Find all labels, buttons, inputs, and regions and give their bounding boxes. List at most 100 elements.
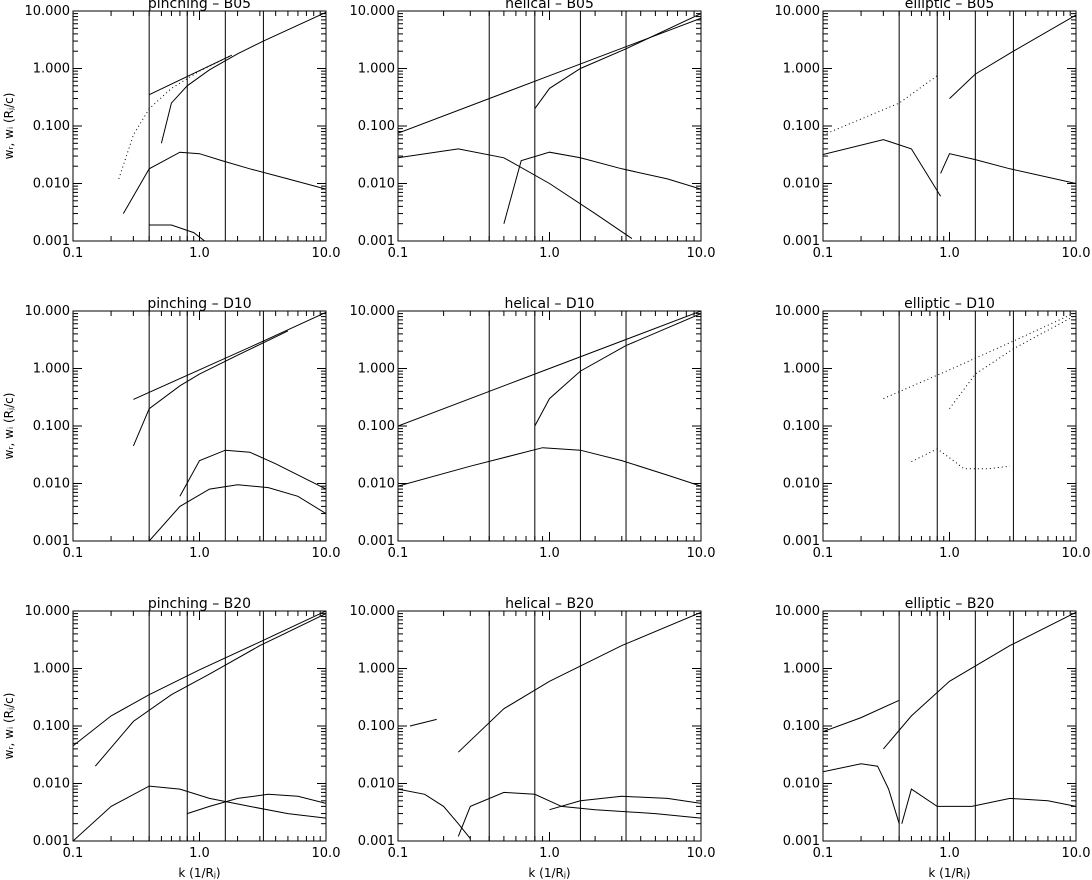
- y-axis-label: wᵣ, wᵢ (Rⱼ/c): [2, 393, 16, 460]
- y-tick-label: 0.010: [33, 777, 70, 792]
- x-tick-label: 0.1: [388, 846, 409, 861]
- plot-frame: [72, 310, 327, 542]
- series-line-1: [73, 611, 326, 747]
- x-axis-label: k (1/Rⱼ): [928, 866, 970, 880]
- x-tick-label: 0.1: [388, 546, 409, 561]
- panel-8: helical – B20 0.1 1.0 10.0 0.001 0.010 0.100 1.…: [350, 596, 716, 880]
- y-tick-label: 0.001: [33, 834, 70, 849]
- panel-5: helical – D10 0.1 1.0 10.0 0.001 0.010 0.100 1.…: [350, 296, 716, 561]
- x-axis-label: k (1/Rⱼ): [178, 866, 220, 880]
- series-line-3: [901, 788, 1076, 824]
- y-tick-label: 10.000: [775, 304, 821, 319]
- plot-frame: [397, 310, 702, 542]
- panel-title: pinching – B20: [148, 596, 251, 612]
- x-tick-label: 10.0: [687, 546, 716, 561]
- x-tick-label: 0.1: [63, 546, 84, 561]
- x-tick-label: 10.0: [687, 846, 716, 861]
- panel-title: pinching – B05: [148, 0, 251, 12]
- x-tick-label: 1.0: [539, 846, 560, 861]
- y-tick-label: 10.000: [350, 304, 396, 319]
- panel-7: pinching – B20 0.1 1.0 10.0 0.001 0.010 0.100 1…: [2, 596, 340, 880]
- series-line-2: [132, 330, 289, 447]
- panel-9: elliptic – B20 0.1 1.0 10.0 0.001 0.010 0.100 1…: [775, 596, 1091, 880]
- y-tick-label: 0.001: [783, 234, 820, 249]
- y-tick-label: 0.001: [358, 534, 395, 549]
- x-tick-label: 10.0: [312, 846, 341, 861]
- x-tick-label: 10.0: [312, 546, 341, 561]
- series-line-1: [133, 311, 326, 400]
- panel-title: pinching – D10: [147, 296, 251, 312]
- x-tick-label: 1.0: [539, 246, 560, 261]
- series-line-4: [94, 613, 326, 767]
- series-line-4: [179, 449, 326, 497]
- x-tick-label: 0.1: [813, 846, 834, 861]
- x-tick-label: 1.0: [189, 546, 210, 561]
- y-tick-label: 0.001: [358, 234, 395, 249]
- y-tick-label: 10.000: [775, 604, 821, 619]
- x-tick-label: 10.0: [312, 246, 341, 261]
- data-layer: [823, 611, 1076, 824]
- plot-frame: [72, 10, 327, 242]
- series-line-3: [503, 151, 701, 224]
- series-dotted-2: [911, 448, 1010, 470]
- x-tick-label: 0.1: [813, 246, 834, 261]
- y-tick-label: 0.001: [33, 234, 70, 249]
- y-tick-label: 1.000: [33, 62, 70, 77]
- x-tick-label: 1.0: [939, 846, 960, 861]
- series-line-5: [457, 611, 701, 753]
- y-tick-label: 0.100: [358, 719, 395, 734]
- y-tick-label: 0.001: [783, 834, 820, 849]
- series-line-2: [823, 763, 900, 824]
- data-layer: [73, 611, 326, 841]
- y-tick-label: 1.000: [358, 662, 395, 677]
- x-tick-label: 1.0: [189, 246, 210, 261]
- series-line-2: [823, 139, 942, 197]
- y-tick-label: 10.000: [25, 604, 71, 619]
- data-layer: [118, 11, 326, 241]
- series-line-4: [949, 14, 1076, 99]
- series-line-2: [398, 148, 633, 240]
- x-tick-label: 1.0: [539, 546, 560, 561]
- y-tick-label: 1.000: [358, 362, 395, 377]
- y-tick-label: 0.100: [358, 119, 395, 134]
- y-tick-label: 0.010: [33, 477, 70, 492]
- panel-title: helical – B05: [505, 0, 594, 12]
- x-axis-label: k (1/Rⱼ): [528, 866, 570, 880]
- panel-2: helical – B05 0.1 1.0 10.0 0.001 0.010 0.100 1.…: [350, 0, 716, 261]
- data-layer: [883, 311, 1076, 470]
- panel-title: elliptic – B20: [905, 596, 995, 612]
- y-tick-label: 0.100: [783, 719, 820, 734]
- y-tick-label: 0.100: [783, 119, 820, 134]
- y-tick-label: 0.100: [33, 719, 70, 734]
- plot-frame: [822, 10, 1077, 242]
- series-line-1: [398, 311, 701, 427]
- panel-title: helical – B20: [505, 596, 594, 612]
- y-tick-label: 0.010: [783, 777, 820, 792]
- series-line-4: [549, 795, 701, 811]
- data-layer: [398, 13, 701, 240]
- y-tick-label: 0.100: [33, 119, 70, 134]
- panel-title: elliptic – B05: [905, 0, 995, 12]
- y-tick-label: 0.010: [358, 777, 395, 792]
- y-tick-label: 1.000: [783, 362, 820, 377]
- x-tick-label: 10.0: [1062, 546, 1091, 561]
- x-tick-label: 1.0: [189, 846, 210, 861]
- series-line-3: [187, 793, 326, 815]
- y-tick-label: 0.010: [783, 177, 820, 192]
- y-tick-label: 0.010: [33, 177, 70, 192]
- series-dotted-1: [823, 75, 938, 136]
- series-dotted-1: [883, 311, 1076, 400]
- data-layer: [823, 14, 1076, 197]
- y-tick-label: 0.100: [783, 419, 820, 434]
- y-axis-label: wᵣ, wᵢ (Rⱼ/c): [2, 693, 16, 760]
- y-tick-label: 1.000: [33, 662, 70, 677]
- series-line-3: [940, 153, 1076, 184]
- y-tick-label: 0.001: [358, 834, 395, 849]
- y-tick-label: 1.000: [33, 362, 70, 377]
- plot-frame: [397, 10, 702, 242]
- series-line-4: [122, 151, 326, 214]
- series-line-1: [409, 718, 437, 727]
- series-line-2: [73, 785, 326, 841]
- y-tick-label: 1.000: [358, 62, 395, 77]
- panel-title: elliptic – D10: [904, 296, 995, 312]
